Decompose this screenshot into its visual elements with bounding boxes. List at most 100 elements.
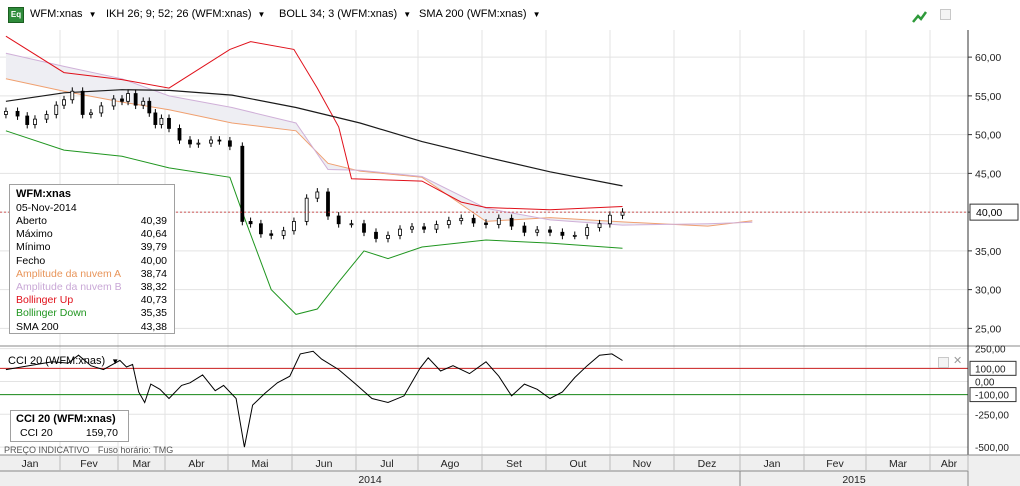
tooltip-row-label: Amplitude da nuvem A [16,267,122,280]
candle-body [398,228,402,236]
footer-note: PREÇO INDICATIVO Fuso horário: TMG [4,445,173,455]
candle-body [560,231,565,236]
candle-body [54,104,59,115]
candle-body [281,230,286,236]
candle-body [315,191,320,199]
sma-label: SMA 200 (WFM:xnas) [419,8,527,20]
candle-body [471,217,476,224]
tooltip-row-value: 38,74 [140,267,167,280]
tooltip-row-label: Fecho [16,254,46,267]
candle-body [446,220,451,225]
chevron-down-icon: ▼ [403,10,412,19]
indicative-price-label: PREÇO INDICATIVO [4,445,90,455]
tooltip-title: WFM:xnas [16,188,71,200]
candle-body [70,90,75,101]
price-tick-label: 35,00 [975,246,1001,258]
chevron-down-icon: ▼ [88,10,97,19]
candle-body [496,217,501,225]
trend-icon[interactable] [912,10,928,24]
candle-body [4,110,8,115]
timezone-label: Fuso horário: TMG [97,445,174,455]
month-label: Ago [441,458,460,470]
candle-body [217,139,222,142]
candle-body [44,114,49,120]
cci-indicator-selector[interactable]: CCI 20 (WFM:xnas) ▼ [8,355,119,367]
cci-close-icon[interactable]: ✕ [953,355,963,367]
candle-body [188,139,192,145]
tooltip-row: Máximo 40,64 [16,228,167,241]
sma-indicator-selector[interactable]: SMA 200 (WFM:xnas) ▼ [419,8,541,20]
month-label: Fev [80,458,98,470]
cci-tick-label: 0,00 [975,377,995,388]
candle-body [25,115,30,125]
candle-body [259,223,263,235]
cci-indicator [0,345,1020,448]
month-label: Nov [633,458,652,470]
last-price-box [969,203,1019,221]
candle-body [147,100,152,114]
candle-body [153,112,158,125]
cci-level-box [969,360,1017,376]
equity-badge-icon: Eq [8,7,24,23]
candle-body [292,221,296,232]
cci-box-value: 159,70 [85,427,118,439]
candle-body [141,100,146,106]
candle-body [159,117,164,125]
cci-maximize-icon[interactable] [938,357,949,368]
tooltip-row-label: Aberto [16,215,47,227]
tooltip-row: SMA 200 43,38 [16,321,167,334]
tooltip-row-label: Amplitude da nuvem B [16,281,122,293]
cci-level-box [969,387,1017,403]
sma-200-line [5,89,623,187]
candle-body [167,117,171,129]
maximize-icon[interactable] [940,9,951,20]
ichimoku-indicator-selector[interactable]: IKH 26; 9; 52; 26 (WFM:xnas) ▼ [106,8,265,20]
candle-body [99,105,104,114]
candle-body [326,191,330,217]
cci-tick-label: -250,00 [975,410,1009,421]
tooltip-row-label: Bollinger Up [16,294,74,307]
bollinger-indicator-selector[interactable]: BOLL 34; 3 (WFM:xnas) ▼ [279,8,411,20]
price-tick-label: 45,00 [975,168,1001,180]
tooltip-row-label: Bollinger Down [16,307,87,320]
candle-body [336,215,341,225]
candle-body [120,98,124,102]
month-label: Jun [316,458,333,470]
candle-body [484,222,488,225]
cci-tick-label: 100,00 [975,364,1006,375]
price-tick-label: 60,00 [975,52,1001,64]
bollinger-label: BOLL 34; 3 (WFM:xnas) [279,8,398,20]
candle-body [62,99,66,106]
ichimoku-label: IKH 26; 9; 52; 26 (WFM:xnas) [106,8,252,20]
cci-header-label: CCI 20 (WFM:xnas) [8,355,106,367]
cci-box-title: CCI 20 (WFM:xnas) [16,413,116,425]
data-tooltip: WFM:xnas Aberto 40,39 Máximo 40,64 Mínimo 39,… [9,184,175,334]
candle-body [597,223,602,229]
month-label: Mai [252,458,269,470]
candle-body [133,93,138,106]
year-label: 2015 [842,474,866,486]
candle-body [386,234,390,239]
cci-tick-label: -100,00 [975,391,1009,402]
price-tick-label: 55,00 [975,91,1001,103]
candle-body [33,118,37,125]
candle-body [304,197,309,222]
cci-tick-label: 250,00 [975,345,1006,356]
candle-body [434,224,439,230]
month-label: Abr [941,458,958,470]
price-tick-label: 40,00 [975,207,1001,219]
candle-body [209,139,213,144]
cci-value-box: CCI 20 (WFM:xnas) CCI 20 159,70 [10,410,129,442]
tooltip-row-value: 40,73 [140,294,167,307]
tooltip-row-label: Mínimo [16,241,51,254]
tooltip-row-value: 43,38 [140,320,167,333]
instrument-selector[interactable]: WFM:xnas ▼ [30,8,96,20]
candle-body [177,128,182,141]
candle-body [422,226,426,230]
candle-body [548,229,552,233]
price-tick-label: 50,00 [975,130,1001,142]
tooltip-row-value: 40,64 [140,228,167,241]
tooltip-row-value: 35,35 [140,307,167,320]
cci-box-label: CCI 20 [20,427,53,439]
